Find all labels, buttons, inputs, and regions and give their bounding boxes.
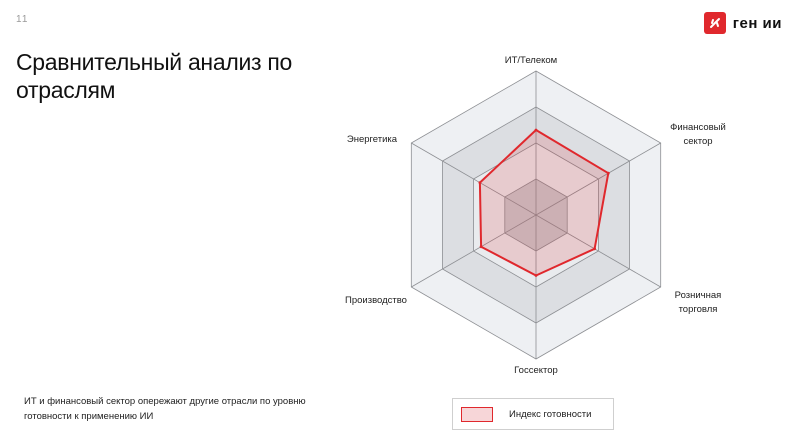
axis-label-5: Производство	[345, 295, 407, 306]
series-point-4	[534, 274, 538, 277]
axis-label-1: ИТ/Телеком	[505, 55, 557, 66]
axis-label-4: Госсектор	[514, 365, 558, 376]
series-point-5	[479, 245, 483, 249]
logo-mark-icon	[703, 12, 726, 34]
radar-spoke-3	[535, 214, 661, 288]
series-point-6	[478, 181, 482, 185]
series-point-2	[606, 171, 610, 175]
radar-spokes	[411, 71, 661, 359]
radar-axis-labels: ИТ/Телеком Финансовый сектор Розничная торго…	[345, 55, 726, 376]
page-number: 11	[16, 14, 29, 25]
axis-label-6: Энергетика	[347, 134, 398, 145]
radar-spoke-5	[411, 214, 537, 288]
chart-legend: Индекс готовности	[452, 398, 614, 430]
legend-label: Индекс готовности	[509, 408, 592, 420]
note-text: ИТ и финансовый сектор опережают другие …	[24, 396, 306, 422]
axis-label-2: Финансовый сектор	[670, 122, 726, 147]
axis-label-3: Розничная торговля	[675, 290, 722, 315]
legend-swatch	[461, 406, 493, 422]
slide-title: Сравнительный анализ по отраслям	[16, 49, 292, 103]
brand-logo: ген ии	[703, 12, 782, 34]
series-point-1	[534, 128, 538, 132]
radar-series	[478, 128, 610, 277]
series-point-3	[593, 247, 596, 251]
radar-spoke-6	[411, 142, 537, 216]
logo-text: ген ии	[732, 14, 782, 32]
radar-spoke-2	[535, 142, 661, 216]
